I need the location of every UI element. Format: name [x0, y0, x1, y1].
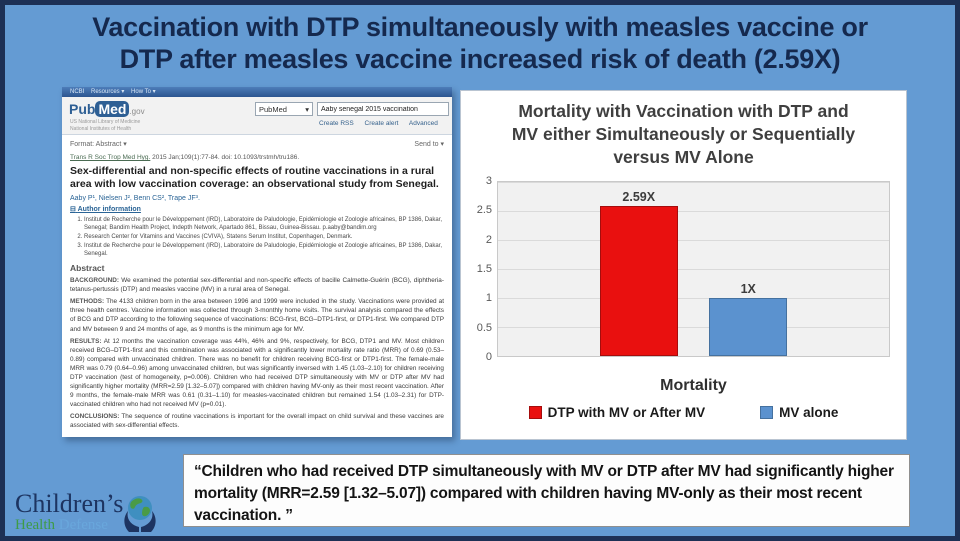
- abstract-heading: Abstract: [70, 263, 105, 274]
- legend-item-dtp: DTP with MV or After MV: [528, 405, 706, 420]
- chart-title-line1: Mortality with Vaccination with DTP and: [518, 101, 849, 121]
- methods-label: METHODS:: [70, 298, 105, 306]
- results-label: RESULTS:: [70, 337, 102, 345]
- chart-title: Mortality with Vaccination with DTP and …: [461, 100, 906, 169]
- create-alert-link[interactable]: Create alert: [364, 120, 399, 127]
- format-row: Format: Abstract ▾ Send to ▾: [70, 140, 444, 148]
- results-text: At 12 months the vaccination coverage wa…: [70, 337, 444, 409]
- chart-title-line3: versus MV Alone: [613, 147, 754, 168]
- legend-label-mv: MV alone: [779, 405, 839, 420]
- pubmed-logo-pub: Pub: [69, 101, 96, 117]
- chd-word-childrens: Children’s: [15, 489, 124, 519]
- create-rss-link[interactable]: Create RSS: [319, 120, 354, 127]
- pubmed-screenshot: NCBI Resources ▾ How To ▾ Pub Med .gov US …: [62, 87, 452, 437]
- affiliation-2: Research Center for Vitamins and Vaccine…: [84, 233, 444, 241]
- legend-swatch-blue: [760, 406, 774, 419]
- format-dropdown[interactable]: Format: Abstract ▾: [70, 141, 127, 148]
- background-text: We examined the potential sex-differenti…: [70, 277, 444, 294]
- affiliation-1: Institut de Recherche pour le Développem…: [84, 216, 444, 232]
- affiliation-list: Institut de Recherche pour le Développem…: [84, 216, 444, 258]
- abstract-conclusions: CONCLUSIONS: The sequence of routine vac…: [70, 412, 444, 430]
- article-title: Sex-differential and non-specific effect…: [70, 165, 439, 190]
- ncbi-navbar[interactable]: NCBI Resources ▾ How To ▾: [62, 87, 452, 97]
- nlm-subtitle-line2: National Institutes of Health: [70, 125, 132, 132]
- pubmed-logo-med: Med: [95, 101, 130, 117]
- search-input[interactable]: [317, 102, 449, 116]
- conclusions-text: The sequence of routine vaccinations is …: [70, 413, 444, 430]
- background-label: BACKGROUND:: [70, 277, 119, 285]
- chd-logo: Children’s Health Defense: [15, 491, 161, 533]
- nlm-subtitle-line1: US National Library of Medicine: [70, 119, 141, 125]
- pubmed-logo[interactable]: Pub Med .gov: [69, 101, 145, 117]
- chart-title-line2: MV either Simultaneously or Sequentially: [511, 124, 856, 145]
- bar-label-mv: 1X: [740, 282, 756, 296]
- slide-title: Vaccination with DTP simultaneously with…: [15, 11, 945, 76]
- pubmed-article: Format: Abstract ▾ Send to ▾ Trans R Soc…: [62, 135, 452, 437]
- bar-dtp-with-mv: 2.59X: [599, 190, 678, 356]
- send-to-dropdown[interactable]: Send to ▾: [414, 141, 444, 148]
- search-scope-dropdown[interactable]: PubMed ▾: [255, 102, 313, 116]
- slide-title-line1: Vaccination with DTP simultaneously with…: [92, 12, 868, 42]
- legend-item-mv: MV alone: [760, 405, 838, 420]
- search-links: Create RSS Create alert Advanced: [319, 120, 447, 127]
- pubmed-logo-gov: .gov: [129, 107, 145, 116]
- author-information-label: Author information: [77, 205, 141, 213]
- chd-logo-text: Children’s Health Defense: [15, 489, 124, 533]
- affiliation-3: Institut de Recherche pour le Développem…: [84, 242, 444, 258]
- plot-row: 3 2.5 2 1.5 1 0.5 0 2.59X 1X: [469, 175, 890, 363]
- nlm-subtitle: US National Library of Medicine National…: [70, 119, 140, 132]
- x-axis-label: Mortality: [660, 377, 727, 394]
- pubmed-header: Pub Med .gov US National Library of Medici…: [62, 97, 452, 135]
- abstract-methods: METHODS: The 4133 children born in the a…: [70, 297, 444, 333]
- citation-rest: 2015 Jan;109(1):77-84. doi: 10.1093/trst…: [150, 154, 300, 161]
- journal-link[interactable]: Trans R Soc Trop Med Hyg.: [70, 154, 151, 161]
- abstract-background: BACKGROUND: We examined the potential se…: [70, 276, 444, 294]
- quote-box: “Children who had received DTP simultane…: [183, 454, 910, 527]
- plot-area: 2.59X 1X: [497, 181, 890, 357]
- y-axis: 3 2.5 2 1.5 1 0.5 0: [476, 175, 492, 363]
- author-links[interactable]: Aaby P¹, Nielsen J², Benn CS², Trape JF³…: [70, 194, 200, 202]
- citation: Trans R Soc Trop Med Hyg. 2015 Jan;109(1…: [70, 154, 444, 161]
- collapse-icon: ⊟: [70, 205, 76, 213]
- legend-label-dtp: DTP with MV or After MV: [547, 405, 706, 420]
- chart-legend: DTP with MV or After MV MV alone: [461, 405, 906, 420]
- chd-word-health: Health: [15, 516, 55, 533]
- bar-label-dtp: 2.59X: [622, 189, 656, 204]
- bar-mv-alone: 1X: [709, 282, 788, 356]
- slide-title-line2: DTP after measles vaccine increased risk…: [119, 44, 841, 75]
- methods-text: The 4133 children born in the area betwe…: [70, 298, 444, 333]
- globe-in-hands-icon: [124, 496, 156, 532]
- mortality-chart: Mortality with Vaccination with DTP and …: [460, 90, 907, 440]
- advanced-link[interactable]: Advanced: [408, 120, 438, 127]
- chevron-down-icon: ▾: [305, 104, 309, 114]
- author-information-toggle[interactable]: ⊟ Author information: [70, 205, 444, 213]
- chd-word-defense: Defense: [58, 516, 108, 533]
- search-scope-value: PubMed: [259, 104, 287, 114]
- legend-swatch-red: [528, 406, 542, 419]
- conclusions-label: CONCLUSIONS:: [70, 413, 120, 421]
- abstract-results: RESULTS: At 12 months the vaccination co…: [70, 337, 444, 410]
- chd-logo-line2: Health Defense: [15, 516, 123, 533]
